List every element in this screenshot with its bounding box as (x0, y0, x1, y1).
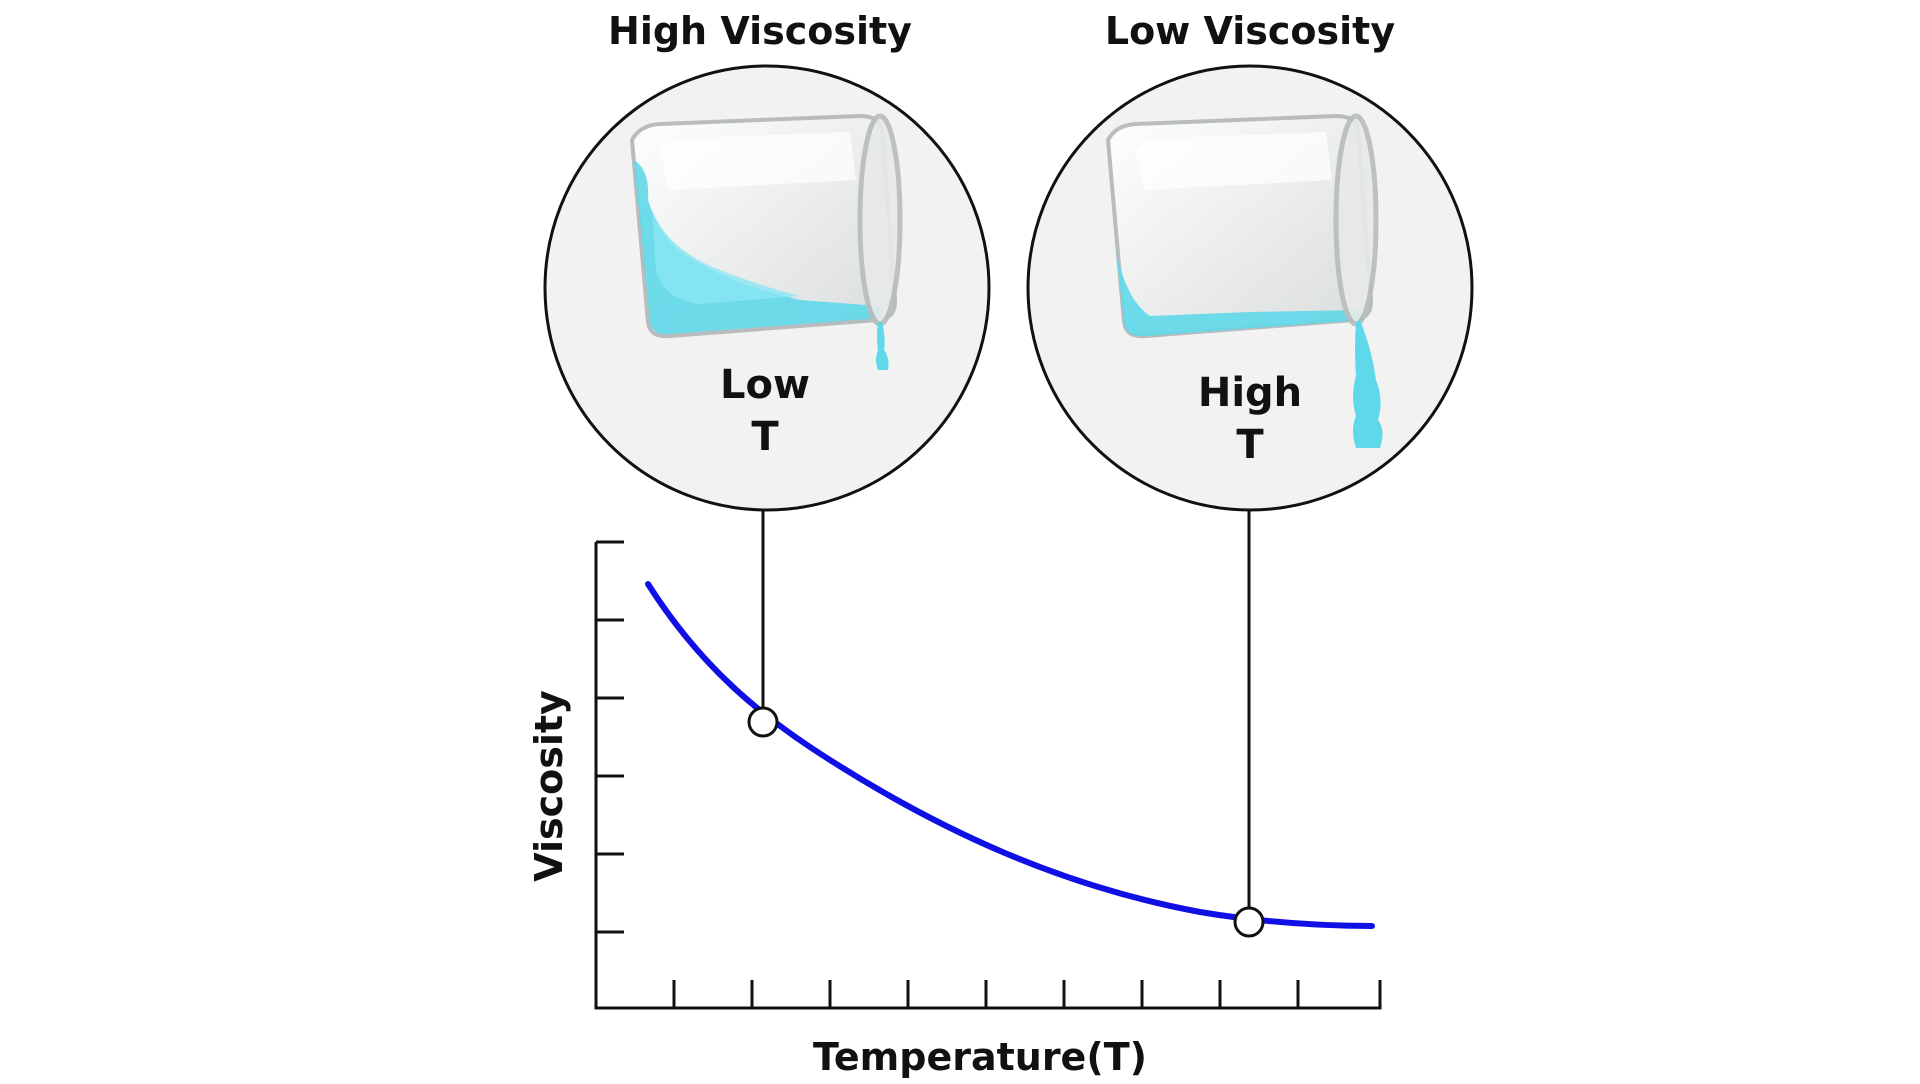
low-temp-label-line2: T (751, 414, 779, 460)
low-temp-label-line1: Low (720, 362, 810, 408)
x-axis-label: Temperature(T) (813, 1035, 1147, 1079)
beaker-pouring-thick-liquid-icon (629, 113, 903, 370)
axis-frame (594, 542, 1382, 1010)
y-axis-label: Viscosity (527, 690, 571, 882)
low-temp-point (747, 706, 779, 738)
low-temperature-magnifier: Low T (543, 64, 991, 512)
high-temp-point (1233, 906, 1265, 938)
high-temp-label-line1: High (1198, 370, 1302, 416)
viscosity-curve (645, 581, 1375, 929)
low-viscosity-heading: Low Viscosity (1105, 9, 1395, 53)
high-temp-label-line2: T (1236, 422, 1264, 468)
high-viscosity-heading: High Viscosity (608, 9, 912, 53)
chart-axes (594, 540, 1382, 1010)
beaker-pouring-thin-liquid-icon (1105, 113, 1383, 448)
high-temperature-magnifier: High T (1026, 64, 1474, 512)
